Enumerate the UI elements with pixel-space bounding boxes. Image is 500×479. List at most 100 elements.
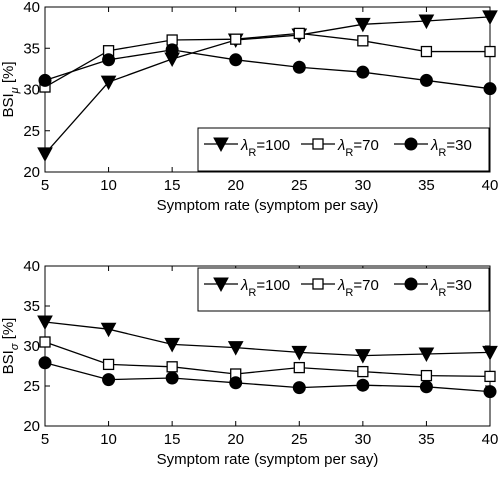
legend-label: λR=100 (240, 137, 290, 159)
data-point (227, 341, 244, 356)
data-point (165, 43, 179, 57)
legend: λR=100 λR=70 λR=30 (197, 267, 490, 312)
data-point (102, 373, 116, 387)
x-tick-label: 5 (41, 177, 49, 194)
x-tick-label: 25 (291, 431, 308, 448)
x-axis-label: Symptom rate (symptom per say) (157, 451, 379, 468)
data-point (292, 381, 306, 395)
data-point (37, 147, 53, 162)
y-tick-label: 40 (23, 0, 40, 16)
data-point (483, 385, 497, 399)
x-tick-label: 15 (164, 177, 181, 194)
data-point (293, 27, 305, 40)
data-point (230, 33, 242, 45)
series-line (44, 362, 491, 393)
legend-marker (213, 277, 229, 293)
y-tick-label: 20 (23, 164, 40, 181)
series-3 (38, 43, 497, 96)
data-point (166, 361, 178, 373)
data-point (291, 345, 308, 361)
legend: λR=100 λR=70 λR=30 (197, 127, 490, 172)
data-point (483, 82, 497, 96)
x-tick-label: 20 (227, 177, 244, 194)
data-point (355, 349, 371, 364)
legend-marker (213, 137, 229, 153)
data-point (292, 60, 306, 74)
x-axis-label: Symptom rate (symptom per say) (157, 197, 379, 214)
y-tick-label: 40 (23, 258, 40, 275)
y-tick-label: 35 (23, 298, 40, 315)
data-point (229, 376, 243, 390)
x-tick-label: 25 (291, 177, 308, 194)
legend-box (197, 127, 490, 172)
y-tick-label: 30 (23, 82, 40, 99)
y-tick-label: 25 (23, 123, 40, 140)
data-point (357, 35, 369, 47)
legend-marker (404, 277, 418, 291)
data-point (102, 53, 116, 67)
legend-entry-1: λR=100 (204, 277, 290, 299)
x-tick-label: 35 (418, 177, 435, 194)
data-point (357, 365, 369, 378)
series-2 (39, 336, 496, 383)
series-2 (39, 27, 496, 93)
series-line (44, 16, 491, 155)
data-point (420, 369, 433, 382)
legend-label: λR=30 (430, 137, 472, 159)
x-tick-label: 30 (355, 177, 372, 194)
x-tick-label: 35 (418, 431, 435, 448)
legend-entry-3: λR=30 (394, 277, 472, 299)
data-point (420, 45, 433, 58)
legend-entry-2: λR=70 (301, 137, 379, 159)
data-point (484, 370, 496, 383)
legend-box (197, 267, 490, 312)
data-point (37, 315, 53, 331)
legend-entry-3: λR=30 (394, 137, 472, 159)
data-point (418, 347, 435, 363)
x-tick-label: 20 (227, 431, 244, 448)
data-point (419, 380, 433, 394)
series-3 (38, 356, 497, 399)
data-point (164, 337, 180, 353)
legend-label: λR=100 (240, 277, 290, 299)
legend-marker (312, 138, 324, 150)
data-point (482, 345, 498, 361)
x-tick-label: 40 (482, 177, 499, 194)
data-point (482, 10, 498, 25)
series-line (44, 49, 491, 90)
x-tick-label: 15 (164, 431, 181, 448)
y-tick-label: 20 (23, 418, 40, 435)
x-tick-label: 10 (100, 431, 117, 448)
data-point (419, 73, 433, 87)
data-point (293, 361, 305, 374)
legend-marker (312, 278, 324, 290)
legend-label: λR=70 (337, 277, 379, 299)
data-point (102, 358, 115, 371)
x-tick-label: 40 (482, 431, 499, 448)
legend-label: λR=30 (430, 277, 472, 299)
data-point (355, 17, 371, 33)
legend-label: λR=70 (337, 137, 379, 159)
series-line (44, 341, 491, 378)
data-point (356, 378, 370, 392)
data-point (165, 371, 179, 385)
data-point (356, 65, 370, 79)
legend-marker (404, 137, 418, 151)
chart-1: 5 10 15 20 25 30 35 40 20 25 30 35 40 Symptom rate (s… (0, 0, 498, 214)
x-tick-label: 30 (355, 431, 372, 448)
data-point (229, 53, 243, 67)
chart-2: 5 10 15 20 25 30 35 40 20 25 30 35 40 Symptom rate (s… (0, 258, 498, 468)
data-point (418, 14, 435, 30)
y-axis-label: BSIσ [%] (0, 318, 21, 375)
data-point (100, 75, 117, 91)
data-point (100, 322, 117, 338)
data-point (484, 45, 496, 58)
data-point (38, 356, 52, 370)
y-axis-label: BSIμ [%] (0, 61, 21, 117)
y-tick-label: 30 (23, 338, 40, 355)
series-line (44, 321, 491, 357)
legend-entry-2: λR=70 (301, 277, 379, 299)
x-tick-label: 10 (100, 177, 117, 194)
data-point (39, 336, 51, 348)
